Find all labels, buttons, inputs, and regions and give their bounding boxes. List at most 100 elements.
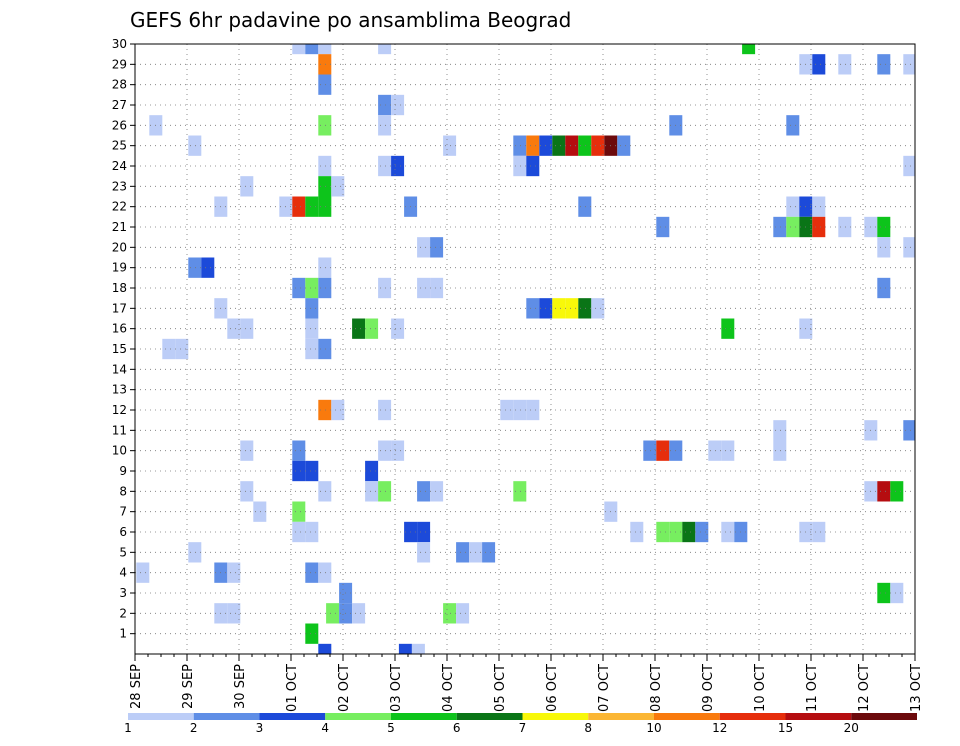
heatmap-cell (318, 74, 332, 95)
colorbar-segment (456, 713, 523, 720)
heatmap-cell (378, 44, 392, 55)
y-tick-label: 30 (112, 37, 127, 51)
heatmap-cell (656, 216, 670, 238)
heatmap-cell (175, 338, 189, 360)
heatmap-cell (318, 155, 332, 177)
heatmap-cell (305, 562, 319, 583)
x-tick-label: 08 OCT (649, 664, 664, 712)
heatmap-cell (552, 135, 566, 156)
heatmap-cell (877, 277, 891, 299)
heatmap-cell (877, 54, 891, 75)
grid-lines (135, 43, 915, 654)
y-tick-label: 23 (112, 179, 127, 193)
x-tick-label: 01 OCT (285, 664, 300, 712)
heatmap-cell (188, 257, 202, 278)
heatmap-cell (318, 176, 332, 197)
colorbar-segment (719, 713, 786, 720)
heatmap-cell (391, 94, 405, 116)
y-tick-label: 24 (112, 159, 127, 173)
heatmap-cell (890, 582, 904, 604)
y-tick-label: 1 (119, 627, 127, 641)
heatmap-cell (378, 481, 392, 502)
colorbar-segment (128, 713, 194, 720)
heatmap-cell (292, 277, 306, 299)
heatmap-cell (786, 115, 800, 136)
colorbar-segment (325, 713, 391, 720)
y-tick-label: 14 (112, 362, 127, 376)
heatmap-cell (526, 155, 540, 177)
x-tick-label: 02 OCT (337, 664, 352, 712)
heatmap-cell (773, 440, 787, 461)
heatmap-cell (430, 481, 444, 502)
colorbar-label: 1 (124, 721, 132, 735)
heatmap-cell (812, 196, 826, 217)
heatmap-cell (443, 135, 457, 156)
heatmap-cell (812, 54, 826, 75)
colorbar-label: 5 (387, 721, 395, 735)
heatmap-cell (305, 460, 319, 482)
heatmap-cell (188, 135, 202, 156)
colorbar-segment (259, 713, 326, 720)
x-tick-label: 11 OCT (805, 664, 820, 712)
y-tick-label: 12 (112, 403, 127, 417)
heatmap-cell (292, 521, 306, 543)
heatmap-cell (630, 521, 644, 543)
heatmap-cell (391, 155, 405, 177)
colorbar-segment (391, 713, 457, 720)
heatmap-cell (513, 135, 527, 156)
heatmap-cell (136, 562, 150, 583)
x-axis: 28 SEP 29 SEP 30 SEP 01 OCT 02 OCT 03 OCT 04 O… (129, 654, 924, 712)
x-tick-label: 28 SEP (129, 664, 144, 709)
heatmap-cell (656, 521, 670, 543)
heatmap-cell (773, 420, 787, 441)
heatmap-cell (305, 521, 319, 543)
heatmap-cell (565, 298, 579, 319)
heatmap-cell (227, 603, 241, 624)
heatmap-cell (240, 318, 254, 339)
heatmap-cell (417, 237, 431, 258)
heatmap-cell (786, 196, 800, 217)
y-tick-label: 21 (112, 220, 127, 234)
heatmap-cell (773, 216, 787, 238)
heatmap-cell (318, 44, 332, 55)
heatmap-cell (318, 257, 332, 278)
colorbar: 1 2 3 4 5 6 7 8 10 12 15 20 (124, 713, 917, 735)
y-tick-label: 10 (112, 444, 127, 458)
heatmap-cell (365, 481, 379, 502)
heatmap-cell (417, 481, 431, 502)
heatmap-cell (417, 277, 431, 299)
colorbar-label: 15 (778, 721, 793, 735)
x-tick-label: 30 SEP (233, 664, 248, 709)
heatmap-cell (552, 298, 566, 319)
heatmap-cell (318, 481, 332, 502)
heatmap-cell (378, 155, 392, 177)
heatmap-cell (318, 277, 332, 299)
heatmap-cell (227, 318, 241, 339)
heatmap-cell (305, 298, 319, 319)
heatmap-cell (391, 440, 405, 461)
heatmap-cell (162, 338, 176, 360)
heatmap-cell (305, 338, 319, 360)
heatmap-cell (378, 399, 392, 421)
heatmap-cell (513, 399, 527, 421)
x-tick-label: 06 OCT (545, 664, 560, 712)
heatmap-cell (292, 501, 306, 522)
heatmap-cell (721, 440, 735, 461)
y-tick-label: 20 (112, 240, 127, 254)
heatmap-cell (201, 257, 215, 278)
heatmap-cell (318, 338, 332, 360)
x-tick-label: 09 OCT (701, 664, 716, 712)
x-tick-label: 10 OCT (753, 664, 768, 712)
heatmap-cell (695, 521, 709, 543)
heatmap-cell (578, 196, 592, 217)
x-tick-label: 03 OCT (389, 664, 404, 712)
heatmap-cell (903, 155, 915, 177)
heatmap-cell (318, 196, 332, 217)
heatmap-cell (253, 501, 267, 522)
heatmap-cell (292, 196, 306, 217)
heatmap-cell (591, 135, 605, 156)
heatmap-cell (227, 562, 241, 583)
y-tick-label: 17 (112, 301, 127, 315)
colorbar-label: 2 (190, 721, 198, 735)
